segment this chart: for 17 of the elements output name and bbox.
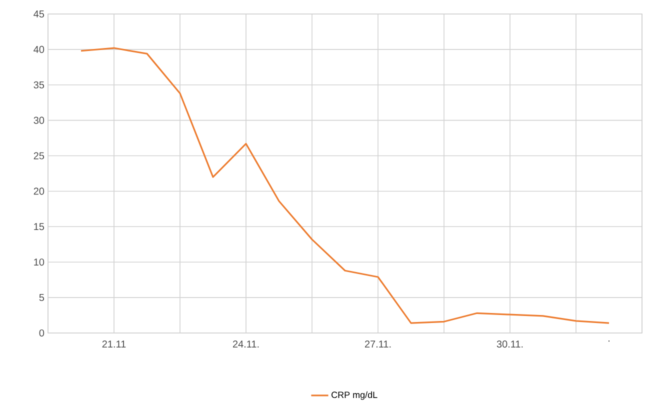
x-tick-label: 27.11. [364, 340, 391, 348]
y-tick-label: 30 [34, 116, 44, 124]
x-tick-label: 24.11. [232, 340, 259, 348]
y-tick-label: 40 [34, 46, 44, 53]
x-tick-label: 21.11 [102, 340, 126, 348]
legend-label: CRP mg/dL [332, 391, 378, 400]
y-tick-label: 15 [34, 222, 44, 230]
y-tick-label: 20 [34, 187, 44, 195]
line-series [80, 47, 610, 324]
y-tick-label: 5 [39, 294, 44, 301]
y-tick-label: 25 [34, 152, 44, 160]
y-tick-label: 35 [34, 81, 44, 88]
x-tick-label: . [608, 340, 610, 342]
y-tick-label: 0 [39, 329, 44, 336]
y-tick-label: 10 [34, 258, 44, 266]
x-tick-label: 30.11. [496, 340, 523, 348]
y-tick-label: 45 [34, 10, 44, 18]
